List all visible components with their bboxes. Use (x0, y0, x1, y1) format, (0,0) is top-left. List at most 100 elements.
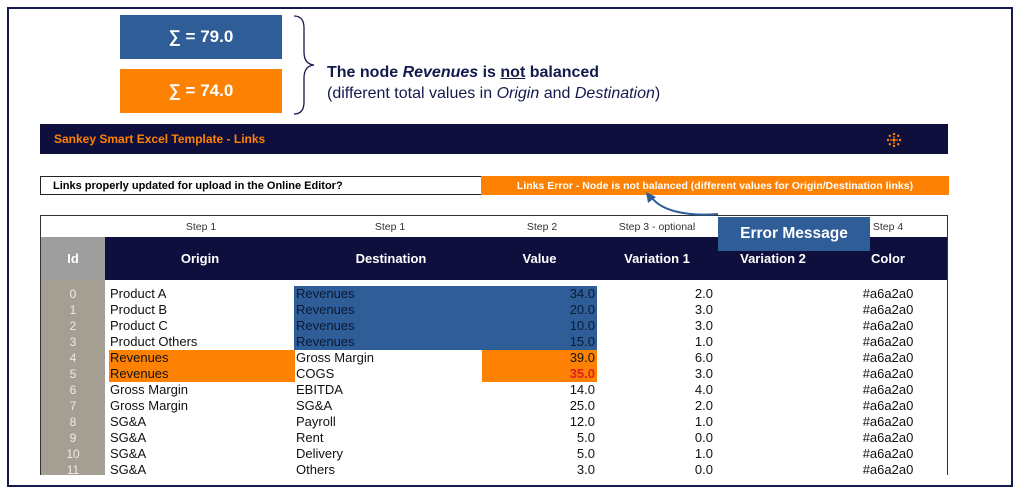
row-id-cell[interactable]: 2 (69, 319, 77, 333)
balance-note: The node Revenues is not balanced (diffe… (327, 62, 660, 104)
color-cell[interactable]: #a6a2a0 (862, 398, 914, 413)
slide-frame (7, 7, 1013, 487)
variation1-cell[interactable]: 1.0 (694, 446, 713, 461)
value-cell[interactable]: 12.0 (569, 414, 595, 429)
origin-cell[interactable]: Product C (110, 318, 168, 333)
value-cell[interactable]: 39.0 (482, 350, 597, 366)
origin-cell[interactable]: Gross Margin (110, 398, 189, 413)
note-text: ) (654, 85, 661, 102)
value-cell[interactable]: 14.0 (569, 382, 595, 397)
row-id-cell[interactable]: 5 (69, 367, 77, 381)
color-cell[interactable]: #a6a2a0 (862, 350, 914, 365)
col-header-id: Id (41, 237, 105, 280)
variation1-cell[interactable]: 6.0 (694, 350, 713, 365)
destination-cell[interactable]: SG&A (296, 398, 333, 413)
row-id-cell[interactable]: 0 (69, 287, 77, 301)
color-cell[interactable]: #a6a2a0 (862, 382, 914, 397)
destination-cell[interactable]: COGS (296, 366, 335, 381)
variation1-cell[interactable]: 0.0 (694, 462, 713, 475)
step-label-origin: Step 1 (185, 220, 217, 233)
row-id-cell[interactable]: 10 (66, 447, 80, 461)
destination-cell[interactable]: Rent (296, 430, 324, 445)
origin-cell[interactable]: Revenues (109, 350, 295, 366)
destination-sum-box: ∑ = 74.0 (120, 69, 282, 113)
variation1-cell[interactable]: 3.0 (694, 318, 713, 333)
variation1-cell[interactable]: 0.0 (694, 430, 713, 445)
destination-cell[interactable]: Others (296, 462, 336, 475)
value-cell[interactable]: 34.0 (482, 286, 597, 302)
node-name: Revenues (402, 64, 479, 81)
color-cell[interactable]: #a6a2a0 (862, 430, 914, 445)
step-label-variations: Step 3 - optional (618, 220, 696, 233)
variation1-cell[interactable]: 4.0 (694, 382, 713, 397)
row-id-cell[interactable]: 1 (69, 303, 77, 317)
variation1-cell[interactable]: 3.0 (694, 302, 713, 317)
origin-cell[interactable]: SG&A (110, 414, 147, 429)
color-cell[interactable]: #a6a2a0 (862, 414, 914, 429)
origin-cell[interactable]: SG&A (110, 446, 147, 461)
color-cell[interactable]: #a6a2a0 (862, 334, 914, 349)
row-id-cell[interactable]: 6 (69, 383, 77, 397)
step-label-destination: Step 1 (374, 220, 406, 233)
destination-cell[interactable]: Gross Margin (296, 350, 375, 365)
table-row: 3 Product Others Revenues 15.0 1.0 #a6a2a0 (41, 334, 947, 350)
origin-cell[interactable]: Revenues (109, 366, 295, 382)
table-row: 1 Product B Revenues 20.0 3.0 #a6a2a0 (41, 302, 947, 318)
row-id-cell[interactable]: 9 (69, 431, 77, 445)
origin-cell[interactable]: Product Others (110, 334, 198, 349)
color-cell[interactable]: #a6a2a0 (862, 446, 914, 461)
origin-cell[interactable]: Product B (110, 302, 168, 317)
variation1-cell[interactable]: 2.0 (694, 286, 713, 301)
origin-cell[interactable]: SG&A (110, 462, 147, 475)
note-text: and (539, 85, 575, 102)
color-cell[interactable]: #a6a2a0 (862, 302, 914, 317)
origin-cell[interactable]: Gross Margin (110, 382, 189, 397)
note-origin: Origin (496, 85, 540, 102)
col-header-variation2: Variation 2 (740, 251, 806, 266)
col-header-origin: Origin (180, 251, 220, 266)
color-cell[interactable]: #a6a2a0 (862, 318, 914, 333)
variation1-cell[interactable]: 1.0 (694, 414, 713, 429)
table-row: 7 Gross Margin SG&A 25.0 2.0 #a6a2a0 (41, 398, 947, 414)
variation1-cell[interactable]: 1.0 (694, 334, 713, 349)
color-cell[interactable]: #a6a2a0 (862, 462, 914, 475)
row-id-cell[interactable]: 11 (66, 463, 80, 475)
color-cell[interactable]: #a6a2a0 (862, 366, 914, 381)
step-label-color: Step 4 (872, 220, 904, 233)
origin-cell[interactable]: SG&A (110, 430, 147, 445)
variation1-cell[interactable]: 3.0 (694, 366, 713, 381)
destination-cell[interactable]: Payroll (296, 414, 336, 429)
row-id-cell[interactable]: 8 (69, 415, 77, 429)
curved-arrow-icon (646, 192, 719, 216)
value-cell[interactable]: 35.0 (482, 366, 597, 382)
upload-check-question: Links properly updated for upload in the… (53, 179, 343, 192)
note-text: is (478, 64, 501, 81)
sheet-title-bar: Sankey Smart Excel Template - Links (40, 124, 948, 154)
row-id-cell[interactable]: 4 (69, 351, 77, 365)
color-cell[interactable]: #a6a2a0 (862, 286, 914, 301)
row-id-cell[interactable]: 7 (69, 399, 77, 413)
value-cell[interactable]: 10.0 (482, 318, 597, 334)
table-row: 2 Product C Revenues 10.0 3.0 #a6a2a0 (41, 318, 947, 334)
table-row: 10 SG&A Delivery 5.0 1.0 #a6a2a0 (41, 446, 947, 462)
value-cell[interactable]: 5.0 (576, 446, 595, 461)
value-cell[interactable]: 5.0 (576, 430, 595, 445)
brace-icon (293, 15, 315, 115)
destination-cell[interactable]: Delivery (296, 446, 343, 461)
origin-cell[interactable]: Product A (110, 286, 167, 301)
table-row: 5 Revenues COGS 35.0 3.0 #a6a2a0 (41, 366, 947, 382)
destination-cell[interactable]: EBITDA (296, 382, 343, 397)
value-cell[interactable]: 15.0 (482, 334, 597, 350)
note-text: The node (327, 64, 403, 81)
value-cell[interactable]: 25.0 (569, 398, 595, 413)
variation1-cell[interactable]: 2.0 (694, 398, 713, 413)
upload-check-status[interactable]: Links Error - Node is not balanced (diff… (481, 176, 949, 195)
value-cell[interactable]: 3.0 (576, 462, 595, 475)
col-header-destination: Destination (355, 251, 427, 266)
origin-sum-box: ∑ = 79.0 (120, 15, 282, 59)
row-id-cell[interactable]: 3 (69, 335, 77, 349)
error-message-label: Error Message (718, 217, 870, 251)
col-header-variation1: Variation 1 (624, 251, 690, 266)
value-cell[interactable]: 20.0 (482, 302, 597, 318)
table-row: 11 SG&A Others 3.0 0.0 #a6a2a0 (41, 462, 947, 475)
